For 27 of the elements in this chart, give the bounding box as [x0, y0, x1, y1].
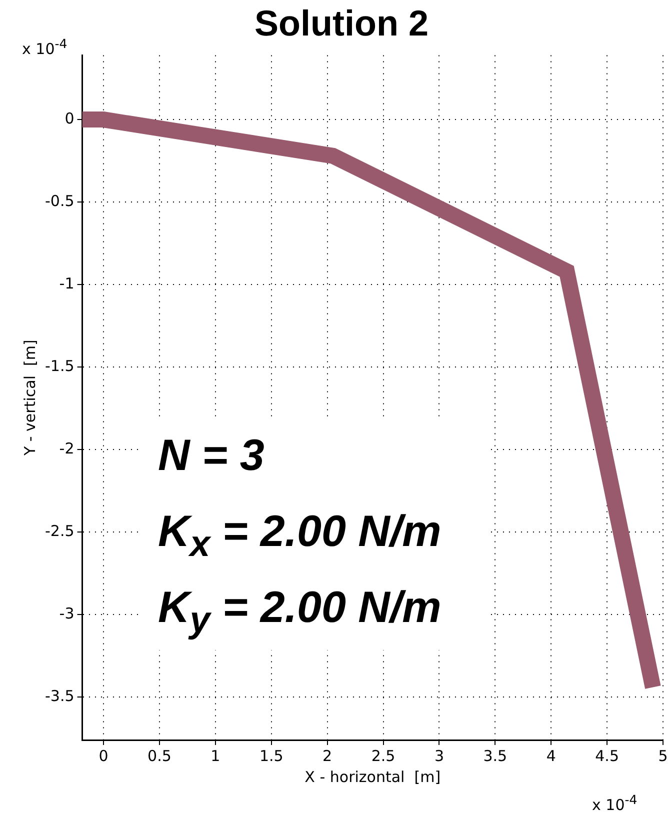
x-tick-label: 0.5 [148, 746, 172, 765]
y-tick-label: -1.5 [44, 356, 74, 375]
text: x 10$^{-4}$ [592, 792, 638, 814]
chart-title: Solution 2 [254, 2, 428, 44]
y-tick-label: -2.5 [44, 522, 74, 540]
annotation: N = 3 [158, 430, 264, 482]
x-tick-label: 2 [322, 746, 332, 765]
x-tick-label: 1 [210, 746, 220, 765]
y-tick-label: -1 [59, 274, 74, 292]
text: x 10$^{-4}$ [22, 36, 68, 58]
y-axis-title: Y - vertical [m] [20, 340, 39, 457]
y-tick-label: -3 [59, 604, 74, 622]
annotation: K$_{y}$ = 2.00 N/m [158, 582, 442, 642]
y-tick-label: 0 [64, 109, 74, 128]
y-tick-label: -3.5 [44, 686, 74, 705]
x-tick-label: 4 [546, 746, 556, 765]
x-tick-label: 1.5 [259, 746, 284, 765]
x-tick-label: 3 [434, 746, 444, 765]
x-tick-label: 2.5 [371, 746, 396, 765]
x-tick-label: 5 [658, 746, 668, 765]
x-tick-label: 3.5 [483, 746, 508, 765]
x-tick-label: 4.5 [595, 746, 619, 765]
x-tick-label: 0 [98, 746, 108, 765]
annotation: K$_{x}$ = 2.00 N/m [158, 506, 442, 566]
x-axis-title: X - horizontal [m] [304, 768, 441, 786]
y-tick-label: -0.5 [44, 192, 74, 210]
y-tick-label: -2 [59, 439, 74, 458]
